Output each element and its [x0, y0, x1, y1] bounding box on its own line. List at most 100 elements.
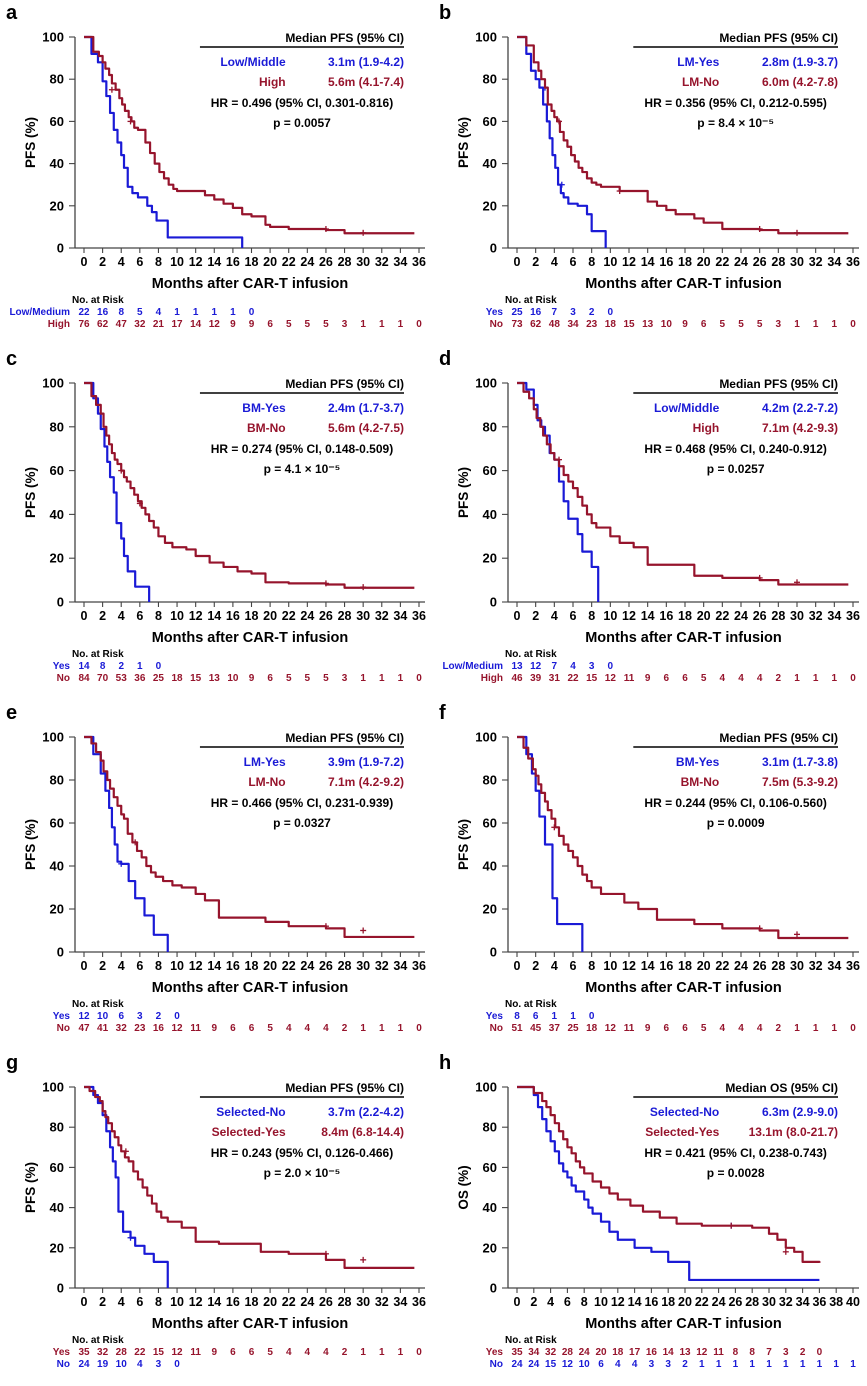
svg-text:0: 0	[57, 241, 64, 256]
svg-text:10: 10	[170, 255, 184, 269]
svg-text:22: 22	[715, 609, 729, 623]
svg-text:0: 0	[514, 1295, 521, 1309]
svg-text:Months after CAR-T infusion: Months after CAR-T infusion	[152, 276, 349, 292]
svg-text:20: 20	[483, 1240, 497, 1255]
svg-text:12: 12	[622, 959, 636, 973]
svg-text:Months after CAR-T infusion: Months after CAR-T infusion	[585, 276, 782, 292]
svg-text:PFS (%): PFS (%)	[23, 1162, 38, 1213]
svg-text:60: 60	[483, 463, 497, 478]
svg-text:26: 26	[728, 1295, 742, 1309]
svg-text:0: 0	[81, 959, 88, 973]
svg-text:60: 60	[483, 1160, 497, 1175]
svg-text:6: 6	[564, 1295, 571, 1309]
svg-text:100: 100	[475, 1080, 497, 1095]
svg-text:14: 14	[207, 609, 221, 623]
svg-text:32: 32	[779, 1295, 793, 1309]
svg-text:20: 20	[50, 902, 64, 917]
svg-text:24: 24	[712, 1295, 726, 1309]
svg-text:40: 40	[483, 156, 497, 171]
svg-text:HR = 0.496 (95% CI, 0.301-0.81: HR = 0.496 (95% CI, 0.301-0.816)	[211, 96, 393, 110]
svg-text:Median PFS (95% CI): Median PFS (95% CI)	[285, 1081, 404, 1095]
svg-text:20: 20	[678, 1295, 692, 1309]
svg-text:12: 12	[611, 1295, 625, 1309]
svg-text:14: 14	[641, 609, 655, 623]
svg-text:80: 80	[483, 72, 497, 87]
svg-text:14: 14	[207, 255, 221, 269]
svg-text:100: 100	[42, 730, 64, 745]
svg-text:28: 28	[338, 609, 352, 623]
svg-text:4: 4	[551, 255, 558, 269]
svg-text:24: 24	[300, 959, 314, 973]
svg-text:100: 100	[475, 376, 497, 391]
svg-text:60: 60	[483, 816, 497, 831]
svg-text:7.1m (4.2-9.2): 7.1m (4.2-9.2)	[328, 775, 404, 789]
svg-text:Months after CAR-T infusion: Months after CAR-T infusion	[152, 1316, 349, 1332]
svg-text:0: 0	[81, 609, 88, 623]
svg-text:32: 32	[375, 1295, 389, 1309]
svg-text:p = 4.1 × 10⁻⁵: p = 4.1 × 10⁻⁵	[264, 462, 341, 476]
svg-text:20: 20	[263, 1295, 277, 1309]
svg-text:3.7m (2.2-4.2): 3.7m (2.2-4.2)	[328, 1105, 404, 1119]
svg-text:20: 20	[483, 551, 497, 566]
svg-text:8: 8	[588, 255, 595, 269]
svg-text:4: 4	[118, 609, 125, 623]
svg-text:28: 28	[771, 255, 785, 269]
svg-text:8: 8	[581, 1295, 588, 1309]
svg-text:14: 14	[207, 1295, 221, 1309]
svg-text:p = 8.4 × 10⁻⁵: p = 8.4 × 10⁻⁵	[697, 116, 774, 130]
svg-text:12: 12	[189, 255, 203, 269]
svg-text:10: 10	[170, 959, 184, 973]
svg-text:28: 28	[338, 1295, 352, 1309]
svg-text:60: 60	[483, 114, 497, 129]
svg-text:Median PFS (95% CI): Median PFS (95% CI)	[719, 377, 838, 391]
svg-text:LM-No: LM-No	[248, 775, 285, 789]
svg-text:20: 20	[263, 609, 277, 623]
svg-text:10: 10	[603, 609, 617, 623]
svg-text:26: 26	[753, 609, 767, 623]
svg-text:Months after CAR-T infusion: Months after CAR-T infusion	[585, 1316, 782, 1332]
svg-text:p = 0.0028: p = 0.0028	[707, 1166, 765, 1180]
svg-text:2: 2	[532, 959, 539, 973]
svg-text:40: 40	[846, 1295, 860, 1309]
svg-text:6: 6	[570, 959, 577, 973]
svg-text:20: 20	[50, 551, 64, 566]
svg-text:20: 20	[697, 609, 711, 623]
svg-text:12: 12	[189, 959, 203, 973]
svg-text:HR = 0.244 (95% CI, 0.106-0.56: HR = 0.244 (95% CI, 0.106-0.560)	[644, 796, 826, 810]
svg-text:p = 0.0057: p = 0.0057	[273, 116, 331, 130]
svg-text:18: 18	[245, 959, 259, 973]
svg-text:40: 40	[50, 1200, 64, 1215]
svg-text:0: 0	[57, 945, 64, 960]
svg-text:32: 32	[375, 255, 389, 269]
svg-text:18: 18	[245, 255, 259, 269]
svg-text:30: 30	[356, 1295, 370, 1309]
svg-text:20: 20	[50, 198, 64, 213]
svg-text:8: 8	[155, 255, 162, 269]
svg-text:2: 2	[532, 255, 539, 269]
svg-text:80: 80	[483, 419, 497, 434]
svg-text:80: 80	[50, 419, 64, 434]
svg-text:40: 40	[483, 507, 497, 522]
svg-text:8.4m (6.8-14.4): 8.4m (6.8-14.4)	[321, 1125, 404, 1139]
svg-text:BM-No: BM-No	[681, 775, 720, 789]
svg-text:40: 40	[50, 156, 64, 171]
svg-text:LM-Yes: LM-Yes	[677, 55, 719, 69]
svg-text:3.1m (1.9-4.2): 3.1m (1.9-4.2)	[328, 55, 404, 69]
svg-text:8: 8	[155, 959, 162, 973]
svg-text:30: 30	[790, 959, 804, 973]
svg-text:PFS (%): PFS (%)	[456, 467, 471, 518]
svg-text:32: 32	[809, 255, 823, 269]
svg-text:34: 34	[827, 959, 841, 973]
svg-text:PFS (%): PFS (%)	[456, 117, 471, 168]
svg-text:40: 40	[50, 859, 64, 874]
svg-text:2: 2	[530, 1295, 537, 1309]
svg-text:8: 8	[155, 1295, 162, 1309]
svg-text:0: 0	[81, 1295, 88, 1309]
svg-text:HR = 0.274 (95% CI, 0.148-0.50: HR = 0.274 (95% CI, 0.148-0.509)	[211, 442, 393, 456]
svg-text:HR = 0.356 (95% CI, 0.212-0.59: HR = 0.356 (95% CI, 0.212-0.595)	[644, 96, 826, 110]
svg-text:16: 16	[226, 959, 240, 973]
svg-text:8: 8	[588, 609, 595, 623]
svg-text:4: 4	[118, 959, 125, 973]
svg-text:BM-No: BM-No	[247, 421, 286, 435]
svg-text:18: 18	[678, 255, 692, 269]
